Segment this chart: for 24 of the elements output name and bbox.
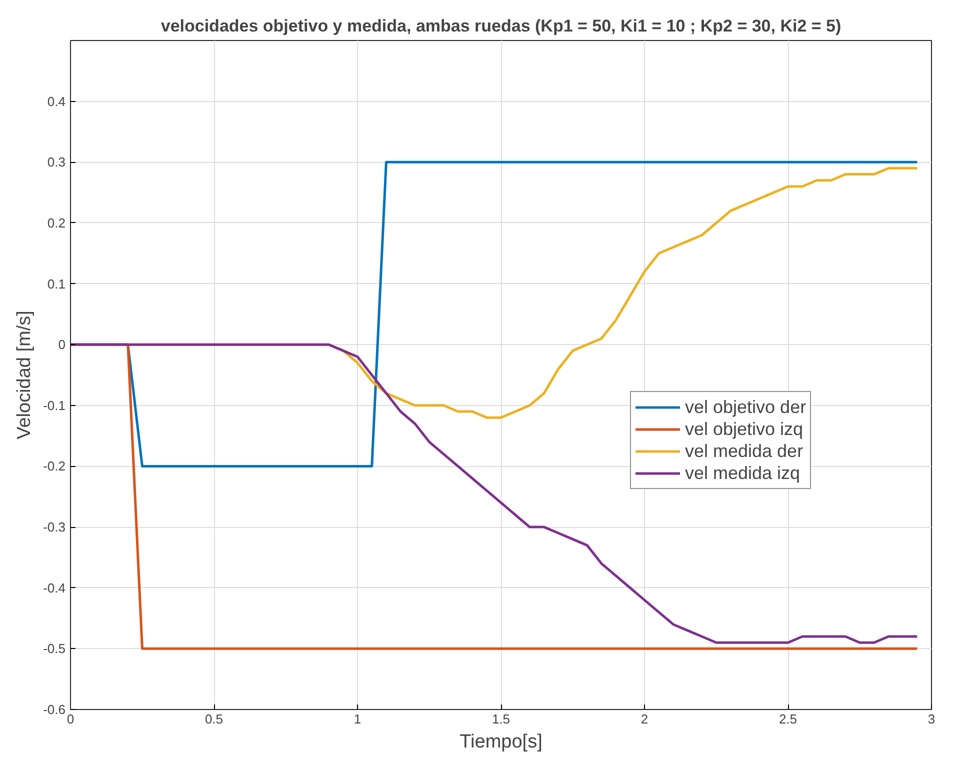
y-tick-label: -0.3: [43, 520, 66, 535]
y-axis-title: Velocidad [m/s]: [14, 310, 36, 440]
y-tick-label: 0: [58, 337, 66, 352]
y-tick-label: 0.2: [47, 215, 66, 230]
x-axis-title: Tiempo[s]: [460, 732, 542, 752]
y-tick-label: 0.3: [47, 154, 66, 170]
y-tick-label: -0.6: [43, 702, 66, 717]
chart-title: velocidades objetivo y medida, ambas ruedas (Kp1 = 50, Ki1 = 10 ; Kp2 = 30, Ki2 = 5): [160, 16, 842, 36]
y-tick-label: 0.4: [47, 94, 66, 109]
x-tick-label: 2: [640, 712, 648, 726]
y-tick-label: -0.4: [43, 580, 66, 596]
y-tick-label: -0.2: [43, 458, 66, 474]
x-tick-label: 3: [928, 712, 936, 726]
y-tick-label: 0.1: [47, 276, 66, 292]
legend-label: vel objetivo der: [685, 396, 806, 418]
legend-label: vel medida der: [685, 440, 804, 462]
x-tick-label: 1: [354, 712, 362, 726]
y-tick-label: -0.5: [43, 641, 66, 656]
y-tick-label: -0.1: [43, 398, 66, 413]
x-tick-label: 2.5: [778, 712, 798, 726]
legend-label: vel objetivo izq: [685, 418, 804, 440]
legend-label: vel medida izq: [685, 462, 800, 484]
x-tick-label: 1.5: [492, 712, 510, 726]
x-tick-label: 0.5: [204, 712, 224, 726]
